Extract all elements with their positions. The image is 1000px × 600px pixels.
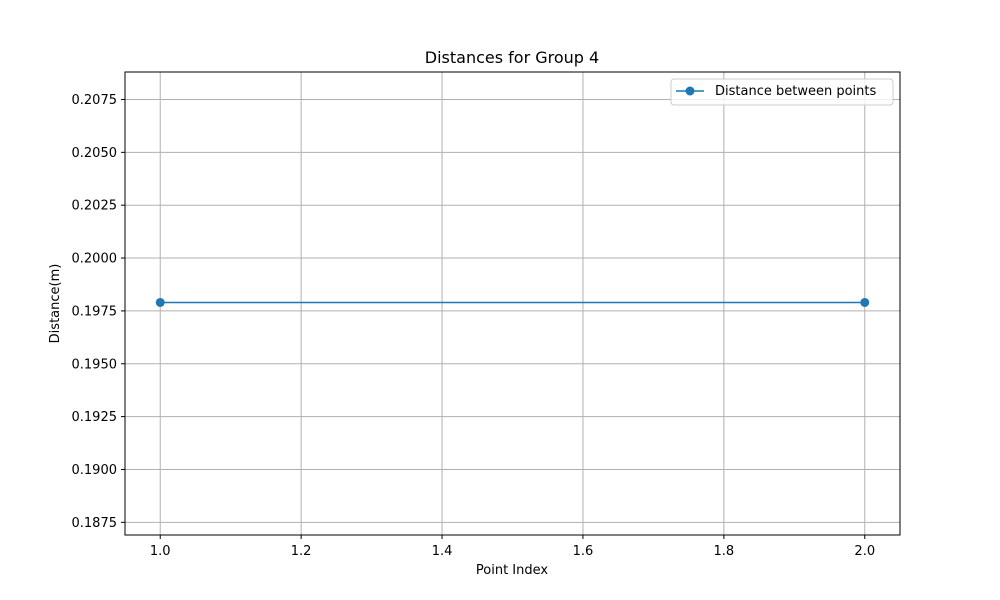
legend-box	[670, 78, 894, 106]
x-tick-label: 2.0	[854, 544, 875, 559]
y-tick-label: 0.2075	[72, 93, 118, 108]
y-tick-label: 0.1925	[72, 410, 118, 425]
data-point	[155, 297, 165, 307]
y-tick-label: 0.1975	[72, 304, 118, 319]
legend-marker	[685, 86, 695, 96]
plot-frame	[124, 71, 901, 536]
y-tick-label: 0.2000	[72, 252, 118, 267]
x-tick-label: 1.2	[291, 544, 312, 559]
x-tick-label: 1.4	[432, 544, 453, 559]
y-axis-title: Distance(m)	[48, 264, 63, 344]
y-tick-label: 0.1900	[72, 463, 118, 478]
y-tick-label: 0.2050	[72, 146, 118, 161]
x-axis-title: Point Index	[476, 563, 549, 578]
x-tick-label: 1.6	[573, 544, 594, 559]
x-axis: 1.0 1.2 1.4 1.6 1.8 2.0	[150, 535, 875, 559]
grid	[125, 72, 900, 535]
y-tick-label: 0.1875	[72, 516, 118, 531]
legend-label: Distance between points	[715, 84, 876, 99]
chart-title: Distances for Group 4	[425, 48, 599, 67]
x-tick-label: 1.0	[150, 544, 171, 559]
y-tick-label: 0.1950	[72, 357, 118, 372]
data-point	[860, 297, 870, 307]
series-layer	[155, 297, 870, 307]
y-axis: 0.1875 0.1900 0.1925 0.1950 0.1975 0.2000 0.20…	[72, 93, 125, 531]
x-tick-label: 1.8	[714, 544, 735, 559]
legend: Distance between points	[670, 78, 894, 106]
y-tick-label: 0.2025	[72, 199, 118, 214]
